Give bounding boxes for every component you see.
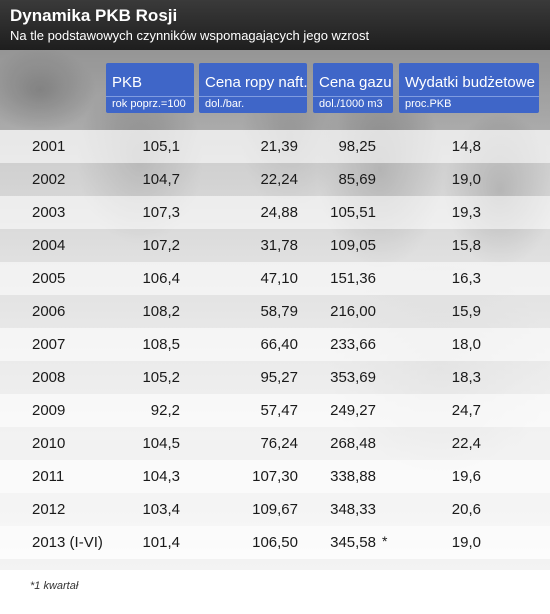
table-row: 2002 104,7 22,24 85,69 19,0 (0, 163, 550, 196)
table-row: 2006 108,2 58,79 216,00 15,9 (0, 295, 550, 328)
column-header-label: Cena ropy naft. (205, 74, 308, 91)
value-cell: 105,2 (142, 369, 180, 386)
value-cell: 57,47 (260, 402, 298, 419)
value-cell: 353,69 (330, 369, 376, 386)
column-header-unit: proc.PKB (399, 96, 539, 111)
value-cell: 16,3 (451, 270, 481, 287)
table-row: 2010 104,5 76,24 268,48 22,4 (0, 427, 550, 460)
table-row: 2012 103,4 109,67 348,33 20,6 (0, 493, 550, 526)
value-cell: 109,05 (330, 237, 376, 254)
value-cell: 108,5 (142, 336, 180, 353)
year-cell: 2006 (32, 303, 66, 320)
year-cell: 2013 (I-VI) (32, 534, 103, 551)
column-header-oil-price: Cena ropy naft. dol./bar. (199, 63, 308, 113)
value-cell: 104,5 (142, 435, 180, 452)
value-cell: 22,4 (451, 435, 481, 452)
table-row: 2007 108,5 66,40 233,66 18,0 (0, 328, 550, 361)
value-cell: 18,3 (451, 369, 481, 386)
year-cell: 2009 (32, 402, 66, 419)
value-cell: 105,51 (330, 204, 376, 221)
column-header-label: Wydatki budżetowe (405, 74, 535, 91)
value-cell: 58,79 (260, 303, 298, 320)
column-header-unit: rok poprz.=100 (106, 96, 194, 111)
value-cell: 20,6 (451, 501, 481, 518)
value-cell: 105,1 (142, 138, 180, 155)
column-header-pkb: PKB rok poprz.=100 (106, 63, 194, 113)
table-row: 2008 105,2 95,27 353,69 18,3 (0, 361, 550, 394)
year-cell: 2008 (32, 369, 66, 386)
value-cell: 249,27 (330, 402, 376, 419)
year-cell: 2004 (32, 237, 66, 254)
value-cell: 348,33 (330, 501, 376, 518)
value-cell: 18,0 (451, 336, 481, 353)
value-cell: 98,25 (338, 138, 376, 155)
value-cell: 22,24 (260, 171, 298, 188)
value-cell: 15,9 (451, 303, 481, 320)
year-cell: 2011 (32, 468, 65, 485)
year-cell: 2010 (32, 435, 66, 452)
table-row: 2011 104,3 107,30 338,88 19,6 (0, 460, 550, 493)
title-bar: Dynamika PKB Rosji Na tle podstawowych c… (0, 0, 550, 50)
value-cell: 101,4 (142, 534, 180, 551)
value-cell: 106,4 (142, 270, 180, 287)
footnote-marker: * (382, 533, 388, 549)
table-row: 2001 105,1 21,39 98,25 14,8 (0, 130, 550, 163)
value-cell: 66,40 (260, 336, 298, 353)
value-cell: 85,69 (338, 171, 376, 188)
column-header-label: Cena gazu (319, 74, 392, 91)
year-cell: 2007 (32, 336, 66, 353)
column-header-unit: dol./bar. (199, 96, 307, 111)
value-cell: 103,4 (142, 501, 180, 518)
value-cell: 338,88 (330, 468, 376, 485)
value-cell: 15,8 (451, 237, 481, 254)
value-cell: 268,48 (330, 435, 376, 452)
column-header-budget-spending: Wydatki budżetowe proc.PKB (399, 63, 539, 113)
value-cell: 108,2 (142, 303, 180, 320)
value-cell: 106,50 (252, 534, 298, 551)
value-cell: 21,39 (260, 138, 298, 155)
value-cell: 107,3 (142, 204, 180, 221)
value-cell: 19,3 (451, 204, 481, 221)
value-cell: 19,0 (451, 534, 481, 551)
value-cell: 104,3 (142, 468, 180, 485)
value-cell: 19,6 (451, 468, 481, 485)
table-row: 2013 (I-VI) 101,4 106,50 345,58 19,0 * (0, 526, 550, 559)
table-row: 2003 107,3 24,88 105,51 19,3 (0, 196, 550, 229)
value-cell: 107,2 (142, 237, 180, 254)
year-cell: 2002 (32, 171, 66, 188)
value-cell: 19,0 (451, 171, 481, 188)
value-cell: 104,7 (142, 171, 180, 188)
year-cell: 2012 (32, 501, 66, 518)
table-row: 2004 107,2 31,78 109,05 15,8 (0, 229, 550, 262)
value-cell: 216,00 (330, 303, 376, 320)
year-cell: 2003 (32, 204, 66, 221)
value-cell: 24,7 (451, 402, 481, 419)
table-row: 2009 92,2 57,47 249,27 24,7 (0, 394, 550, 427)
chart-title: Dynamika PKB Rosji (10, 6, 178, 25)
value-cell: 151,36 (330, 270, 376, 287)
value-cell: 14,8 (451, 138, 481, 155)
value-cell: 107,30 (252, 468, 298, 485)
value-cell: 109,67 (252, 501, 298, 518)
column-header-unit: dol./1000 m3 (313, 96, 393, 111)
value-cell: 345,58 (330, 534, 376, 551)
table-row: 2005 106,4 47,10 151,36 16,3 (0, 262, 550, 295)
value-cell: 24,88 (260, 204, 298, 221)
footnote: *1 kwartał (30, 580, 79, 592)
value-cell: 47,10 (260, 270, 298, 287)
column-header-label: PKB (112, 74, 143, 91)
value-cell: 95,27 (260, 369, 298, 386)
year-cell: 2005 (32, 270, 66, 287)
value-cell: 92,2 (150, 402, 180, 419)
year-cell: 2001 (32, 138, 66, 155)
value-cell: 233,66 (330, 336, 376, 353)
column-header-gas-price: Cena gazu dol./1000 m3 (313, 63, 393, 113)
value-cell: 76,24 (260, 435, 298, 452)
value-cell: 31,78 (260, 237, 298, 254)
chart-subtitle: Na tle podstawowych czynników wspomagają… (10, 28, 370, 43)
